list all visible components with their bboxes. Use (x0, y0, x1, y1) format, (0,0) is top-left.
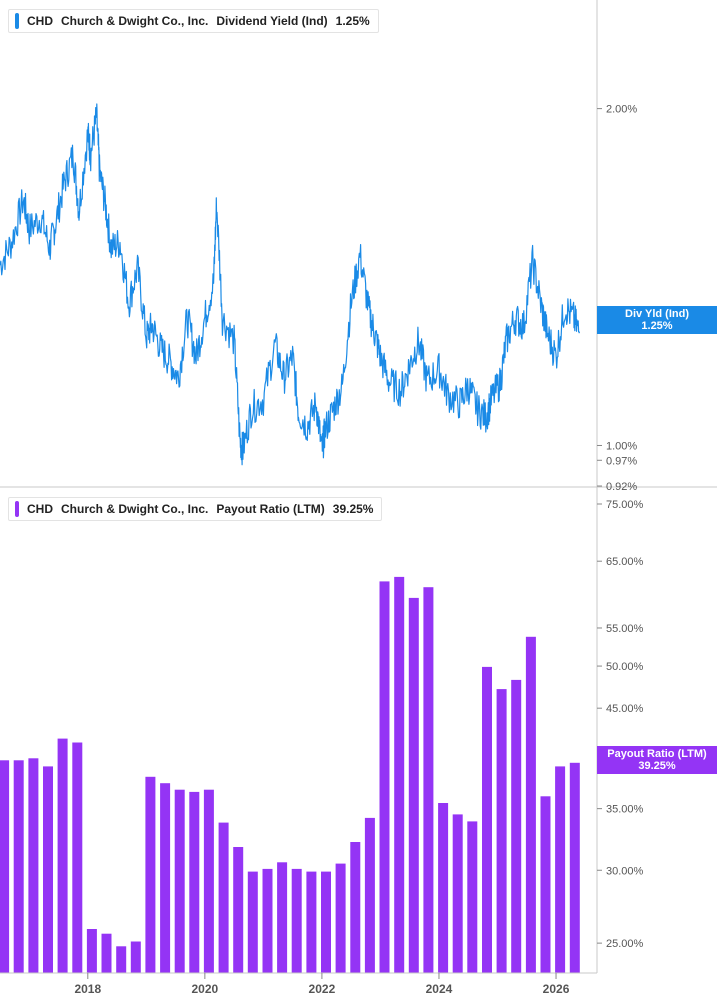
payout-ratio-bar (116, 946, 127, 973)
dividend-yield-panel (0, 103, 580, 466)
payout-ratio-panel (0, 576, 580, 973)
payout-ratio-last-value-tag: Payout Ratio (LTM) 39.25% (597, 746, 717, 774)
legend-ticker: CHD (27, 502, 53, 516)
legend-company: Church & Dwight Co., Inc. (61, 502, 209, 516)
tag-value: 1.25% (641, 320, 673, 332)
payout-ratio-bar (525, 636, 536, 973)
y-tick-label: 35.00% (606, 804, 644, 816)
payout-ratio-bar (0, 760, 10, 973)
payout-ratio-bar (247, 871, 258, 973)
y-tick-label: 30.00% (606, 865, 644, 877)
y-tick-label: 25.00% (606, 938, 644, 950)
y-tick-label: 50.00% (606, 661, 644, 673)
series-color-swatch (15, 501, 19, 517)
payout-ratio-bar (511, 679, 522, 973)
x-tick-label: 2020 (192, 982, 219, 996)
payout-ratio-bar (364, 817, 375, 973)
legend-ticker: CHD (27, 14, 53, 28)
legend-value: 1.25% (335, 14, 370, 28)
payout-ratio-bar (452, 814, 463, 973)
payout-ratio-bar (57, 738, 68, 973)
payout-ratio-bar (189, 791, 200, 973)
payout-ratio-bar (496, 689, 507, 973)
x-tick-label: 2026 (543, 982, 570, 996)
y-tick-label: 75.00% (606, 499, 644, 511)
payout-ratio-bar (203, 789, 214, 973)
payout-ratio-bar (72, 742, 83, 973)
tag-label: Div Yld (Ind) (625, 308, 689, 320)
y-tick-label: 0.97% (606, 455, 637, 467)
x-tick-label: 2022 (309, 982, 336, 996)
tag-label: Payout Ratio (LTM) (607, 748, 707, 760)
payout-ratio-bar (277, 862, 288, 973)
payout-ratio-bar (321, 871, 331, 973)
legend-metric: Payout Ratio (LTM) (216, 502, 325, 516)
series-color-swatch (15, 13, 19, 29)
payout-ratio-bar (233, 847, 244, 973)
payout-ratio-bar (569, 762, 580, 973)
payout-ratio-bar (335, 863, 346, 973)
payout-ratio-bar (438, 803, 449, 973)
payout-ratio-bar (291, 868, 302, 973)
payout-ratio-bar (160, 783, 171, 973)
payout-ratio-bar (218, 822, 229, 973)
payout-ratio-bar (555, 766, 566, 973)
payout-ratio-bar (306, 871, 317, 973)
payout-ratio-bar (467, 821, 478, 973)
payout-ratio-bar (101, 933, 112, 973)
payout-ratio-bar (350, 842, 361, 973)
y-tick-label: 1.00% (606, 440, 637, 452)
payout-ratio-bar (394, 576, 405, 973)
x-tick-label: 2024 (426, 982, 453, 996)
payout-ratio-legend[interactable]: CHD Church & Dwight Co., Inc. Payout Rat… (8, 497, 383, 521)
y-tick-label: 0.92% (606, 481, 637, 493)
tag-value: 39.25% (638, 760, 676, 772)
legend-company: Church & Dwight Co., Inc. (61, 14, 209, 28)
y-tick-label: 65.00% (606, 556, 644, 568)
payout-ratio-bar (28, 758, 39, 973)
x-tick-label: 2018 (74, 982, 101, 996)
y-tick-label: 55.00% (606, 623, 644, 635)
payout-ratio-bar (262, 868, 273, 973)
payout-ratio-bar (174, 789, 185, 973)
legend-metric: Dividend Yield (Ind) (216, 14, 328, 28)
payout-ratio-bar (145, 776, 156, 973)
payout-ratio-bar (13, 760, 24, 973)
payout-ratio-bar (408, 597, 419, 973)
payout-ratio-bar (379, 581, 390, 973)
payout-ratio-bar (423, 587, 434, 973)
legend-value: 39.25% (332, 502, 374, 516)
payout-ratio-bar (86, 929, 97, 973)
payout-ratio-bar (130, 941, 141, 973)
y-tick-label: 2.00% (606, 104, 637, 116)
dividend-yield-legend[interactable]: CHD Church & Dwight Co., Inc. Dividend Y… (8, 9, 379, 33)
payout-ratio-bar (43, 766, 53, 973)
dividend-yield-last-value-tag: Div Yld (Ind) 1.25% (597, 306, 717, 334)
payout-ratio-bar (482, 666, 492, 973)
y-tick-label: 45.00% (606, 703, 644, 715)
dividend-yield-line (0, 103, 580, 466)
payout-ratio-bar (540, 796, 551, 973)
